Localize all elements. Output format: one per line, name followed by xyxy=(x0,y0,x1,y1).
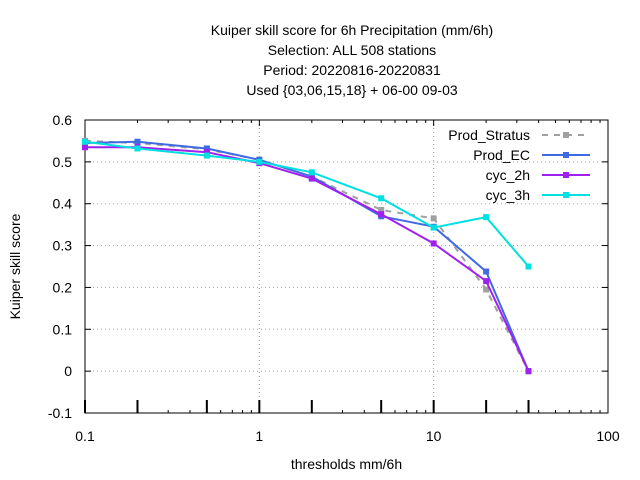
data-point xyxy=(203,152,210,159)
data-point xyxy=(378,195,385,202)
axis-ticks: -0.1 0 0.1 0.2 0.3 0.4 0.5 0.6 0.1 1 10 100 xyxy=(48,112,620,444)
y-tick-label: 0.5 xyxy=(53,154,73,170)
data-point xyxy=(82,138,88,145)
legend: Prod_Stratus Prod_EC cyc_2h cyc_3h xyxy=(448,127,590,203)
title-line: Used {03,06,15,18} + 06-00 09-03 xyxy=(246,82,458,98)
data-point xyxy=(483,286,490,293)
x-axis-label: thresholds mm/6h xyxy=(291,456,402,472)
x-tick-label: 1 xyxy=(255,428,263,444)
x-tick-label: 10 xyxy=(426,428,442,444)
data-point xyxy=(483,214,490,221)
data-point xyxy=(82,144,88,151)
data-point xyxy=(525,263,532,270)
legend-marker xyxy=(563,152,569,158)
series-cyc-3h xyxy=(82,138,532,270)
chart-title: Kuiper skill score for 6h Precipitation … xyxy=(211,22,493,98)
data-point xyxy=(134,138,141,145)
data-point xyxy=(430,215,437,222)
x-tick-label: 100 xyxy=(596,428,620,444)
data-point xyxy=(308,175,315,182)
y-tick-label: 0.6 xyxy=(53,112,73,128)
data-point xyxy=(430,224,437,231)
legend-label: cyc_2h xyxy=(486,167,530,183)
series-prod-stratus xyxy=(82,137,532,375)
data-point xyxy=(256,158,263,165)
threshold-markers xyxy=(84,400,530,413)
legend-marker xyxy=(563,132,569,138)
plot-frame xyxy=(84,119,609,414)
y-axis-label: Kuiper skill score xyxy=(7,213,23,319)
data-point xyxy=(483,268,490,275)
data-point xyxy=(378,211,385,218)
y-tick-label: 0.4 xyxy=(53,196,73,212)
data-point xyxy=(430,240,437,247)
y-tick-label: 0.3 xyxy=(53,238,73,254)
legend-label: cyc_3h xyxy=(486,187,530,203)
legend-marker xyxy=(563,172,569,178)
series-prod-ec xyxy=(82,138,532,375)
data-point xyxy=(308,169,315,176)
x-tick-label: 0.1 xyxy=(75,428,95,444)
title-line: Period: 20220816-20220831 xyxy=(263,62,441,78)
y-tick-label: 0.2 xyxy=(53,279,73,295)
series-line xyxy=(85,146,530,372)
title-line: Kuiper skill score for 6h Precipitation … xyxy=(211,22,493,38)
data-point xyxy=(134,145,141,152)
title-line: Selection: ALL 508 stations xyxy=(268,42,436,58)
data-point xyxy=(525,368,532,375)
legend-label: Prod_Stratus xyxy=(448,127,530,143)
series xyxy=(82,137,532,375)
data-point xyxy=(378,206,385,213)
y-tick-label: 0.1 xyxy=(53,321,73,337)
grid xyxy=(85,120,608,413)
data-point xyxy=(203,145,210,152)
y-tick-label: -0.1 xyxy=(48,405,72,421)
data-point xyxy=(483,278,490,285)
y-tick-label: 0 xyxy=(64,363,72,379)
data-point xyxy=(203,149,210,156)
legend-marker xyxy=(563,192,569,198)
legend-label: Prod_EC xyxy=(473,147,530,163)
